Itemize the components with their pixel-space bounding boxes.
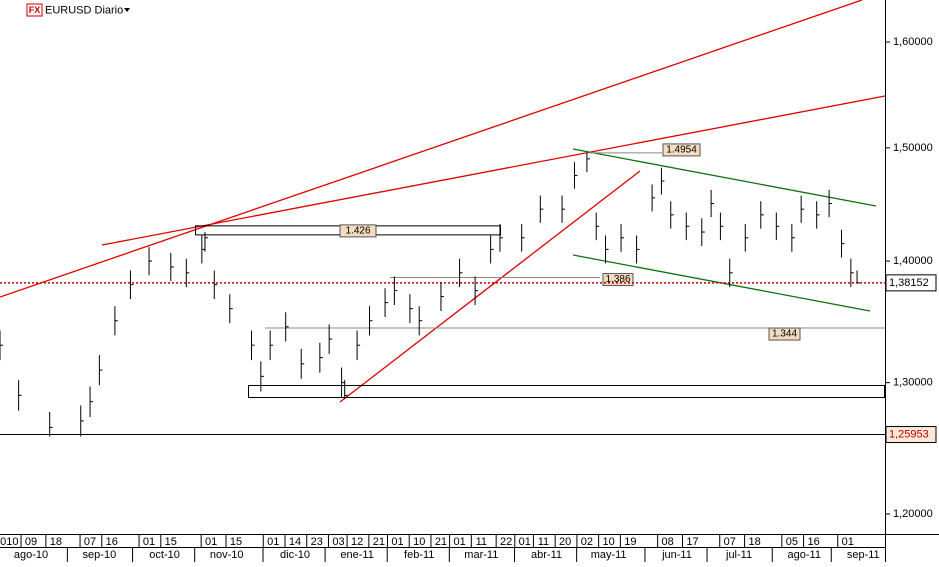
x-tick-label: 01 [205, 536, 217, 548]
x-tick-label: 01 [842, 536, 854, 548]
chart-title: EURUSD Diario [45, 4, 123, 16]
month-label: feb-11 [404, 549, 434, 561]
x-tick-label: 07 [724, 536, 736, 548]
x-tick-label: 2010 [0, 536, 18, 548]
x-tick-label: 01 [267, 536, 279, 548]
trendline [0, 0, 863, 298]
level-label: 1.344 [772, 329, 797, 340]
y-tick-label: 1,40000 [893, 255, 933, 267]
price-marker-label: 1,38152 [889, 277, 929, 289]
badge-box [26, 3, 43, 17]
x-tick-label: 12 [351, 536, 363, 548]
month-label: sep-10 [83, 549, 117, 561]
level-label: 1.426 [345, 226, 370, 237]
price-marker-box [885, 426, 937, 444]
price-marker-box [885, 274, 937, 292]
x-tick-label: 20 [559, 536, 571, 548]
x-tick-label: 01 [519, 536, 531, 548]
x-tick-label: 18 [50, 536, 62, 548]
level-label: 1.386 [605, 274, 630, 285]
price-marker-label: 1,25953 [889, 428, 929, 440]
level-label-box [339, 224, 377, 238]
month-label: mar-11 [464, 549, 498, 561]
x-tick-label: 10 [413, 536, 425, 548]
x-tick-label: 08 [662, 536, 674, 548]
y-tick-label: 1,50000 [893, 142, 933, 154]
x-tick-label: 21 [373, 536, 385, 548]
trendline [339, 170, 641, 403]
title-dropdown[interactable] [124, 8, 130, 12]
x-tick-label: 21 [435, 536, 447, 548]
month-label: may-11 [591, 549, 627, 561]
header: FX EURUSD Diario [26, 3, 130, 17]
month-label: jun-11 [661, 549, 692, 561]
x-tick-label: 03 [332, 536, 344, 548]
x-tick-label: 01 [391, 536, 403, 548]
x-tick-label: 09 [25, 536, 37, 548]
x-tick-label: 15 [165, 536, 177, 548]
month-label: ene-11 [340, 549, 373, 561]
x-tick-label: 16 [807, 536, 819, 548]
x-tick-label: 14 [289, 536, 301, 548]
x-tick-label: 07 [84, 536, 96, 548]
x-tick-label: 23 [311, 536, 323, 548]
month-label: abr-11 [531, 549, 562, 561]
channel-line [572, 148, 877, 207]
x-tick-label: 10 [603, 536, 615, 548]
month-label: ago-11 [788, 549, 821, 561]
month-label: oct-10 [149, 549, 180, 561]
month-label: ago-10 [14, 549, 48, 561]
trendlines [0, 0, 886, 403]
x-tick-label: 22 [500, 536, 512, 548]
y-tick-label: 1,60000 [893, 36, 933, 48]
x-tick-label: 18 [748, 536, 760, 548]
level-label-box [768, 327, 801, 341]
month-label: jul-11 [725, 549, 752, 561]
x-tick-label: 05 [786, 536, 798, 548]
level-label: 1.4954 [666, 145, 697, 156]
x-tick-label: 01 [143, 536, 155, 548]
month-label: sep-11 [847, 549, 880, 561]
y-tick-label: 1,30000 [893, 377, 933, 389]
x-tick-label: 01 [453, 536, 465, 548]
x-tick-label: 15 [230, 536, 242, 548]
x-tick-label: 11 [476, 536, 487, 548]
x-tick-label: 11 [538, 536, 549, 548]
x-tick-label: 17 [686, 536, 698, 548]
x-tick-label: 02 [581, 536, 593, 548]
month-label: dic-10 [280, 549, 310, 561]
badge: FX [29, 5, 41, 15]
support-zone [248, 385, 885, 398]
level-label-box [662, 143, 701, 157]
x-tick-label: 16 [106, 536, 118, 548]
x-tick-label: 19 [624, 536, 636, 548]
month-label: nov-10 [210, 549, 244, 561]
trendline [101, 95, 886, 246]
y-tick-label: 1,20000 [893, 508, 933, 520]
